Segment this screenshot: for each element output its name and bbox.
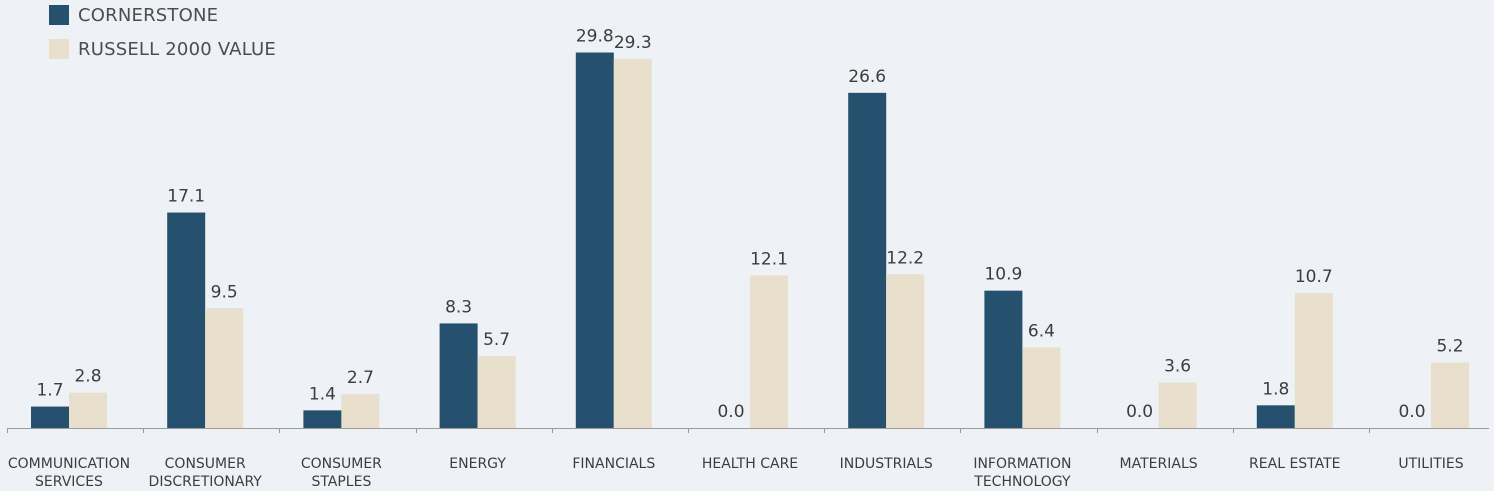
category-label-consumer-staples: CONSUMER STAPLES (301, 456, 382, 490)
value-label-cornerstone-energy: 8.3 (445, 297, 472, 317)
value-label-cornerstone-industrials: 26.6 (848, 67, 886, 87)
bar-russell-2000-value-communication-services (69, 392, 107, 428)
category-label-materials: MATERIALS (1120, 456, 1198, 472)
bar-cornerstone-energy (439, 323, 478, 428)
bar-cornerstone-industrials (848, 92, 887, 428)
value-label-russell-2000-value-information-technology: 6.4 (1028, 321, 1055, 341)
category-label-consumer-discretionary: CONSUMER DISCRETIONARY (149, 456, 263, 490)
value-label-cornerstone-consumer-staples: 1.4 (309, 384, 336, 404)
value-label-cornerstone-utilities: 0.0 (1398, 402, 1425, 422)
value-label-russell-2000-value-energy: 5.7 (483, 330, 510, 350)
legend-item-russell-2000-value: RUSSELL 2000 VALUE (49, 38, 276, 60)
chart-legend: CORNERSTONE RUSSELL 2000 VALUE (49, 4, 276, 72)
category-label-information-technology: INFORMATION TECHNOLOGY (973, 456, 1071, 490)
category-label-financials: FINANCIALS (572, 456, 655, 472)
bar-cornerstone-financials (575, 52, 614, 429)
value-label-russell-2000-value-utilities: 5.2 (1436, 336, 1463, 356)
value-labels-group: 1.7 2.8 17.1 9.5 1.4 2.7 8.3 5.7 29.8 29.3 0.0 12.1… (36, 27, 1463, 422)
value-label-russell-2000-value-communication-services: 2.8 (74, 367, 101, 387)
bar-russell-2000-value-health-care (750, 275, 788, 428)
bar-russell-2000-value-utilities (1431, 362, 1469, 428)
bar-cornerstone-consumer-discretionary (167, 212, 206, 428)
value-label-russell-2000-value-health-care: 12.1 (750, 250, 788, 270)
category-label-communication-services: COMMUNICATION SERVICES (8, 456, 130, 490)
legend-item-cornerstone: CORNERSTONE (49, 4, 276, 26)
value-label-russell-2000-value-consumer-staples: 2.7 (347, 368, 374, 388)
bar-russell-2000-value-information-technology (1022, 347, 1061, 428)
x-axis-ticks-group (7, 428, 1370, 433)
category-label-energy: ENERGY (449, 456, 506, 472)
bar-russell-2000-value-consumer-discretionary (205, 308, 244, 428)
bar-russell-2000-value-consumer-staples (341, 393, 380, 428)
legend-label-cornerstone: CORNERSTONE (78, 4, 219, 26)
bar-russell-2000-value-real-estate (1294, 293, 1333, 428)
category-labels-group: COMMUNICATION SERVICES CONSUMER DISCRETIONA… (8, 456, 1464, 490)
value-label-cornerstone-communication-services: 1.7 (36, 381, 63, 401)
value-label-russell-2000-value-industrials: 12.2 (886, 248, 924, 268)
value-label-russell-2000-value-consumer-discretionary: 9.5 (211, 282, 238, 302)
bar-russell-2000-value-materials (1158, 382, 1197, 428)
category-label-health-care: HEALTH CARE (702, 456, 798, 472)
value-label-russell-2000-value-financials: 29.3 (614, 33, 652, 53)
legend-label-russell-2000-value: RUSSELL 2000 VALUE (78, 38, 276, 60)
category-label-industrials: INDUSTRIALS (840, 456, 933, 472)
bar-cornerstone-real-estate (1256, 405, 1295, 428)
value-label-cornerstone-financials: 29.8 (576, 27, 614, 47)
category-label-utilities: UTILITIES (1398, 456, 1463, 472)
bar-russell-2000-value-financials (613, 58, 652, 428)
bar-cornerstone-communication-services (31, 406, 69, 428)
value-label-cornerstone-real-estate: 1.8 (1262, 379, 1289, 399)
bars-group (31, 52, 1469, 429)
value-label-cornerstone-health-care: 0.0 (717, 402, 744, 422)
value-label-cornerstone-consumer-discretionary: 17.1 (167, 187, 205, 207)
value-label-cornerstone-information-technology: 10.9 (984, 265, 1022, 285)
bar-russell-2000-value-energy (477, 356, 516, 428)
legend-swatch-russell-2000-value (49, 39, 69, 59)
bar-cornerstone-consumer-staples (303, 410, 342, 428)
category-label-real-estate: REAL ESTATE (1249, 456, 1341, 472)
value-label-cornerstone-materials: 0.0 (1126, 402, 1153, 422)
bar-russell-2000-value-industrials (886, 274, 925, 428)
bar-cornerstone-information-technology (984, 290, 1023, 428)
legend-swatch-cornerstone (49, 5, 69, 25)
value-label-russell-2000-value-real-estate: 10.7 (1295, 267, 1333, 287)
value-label-russell-2000-value-materials: 3.6 (1164, 357, 1191, 377)
